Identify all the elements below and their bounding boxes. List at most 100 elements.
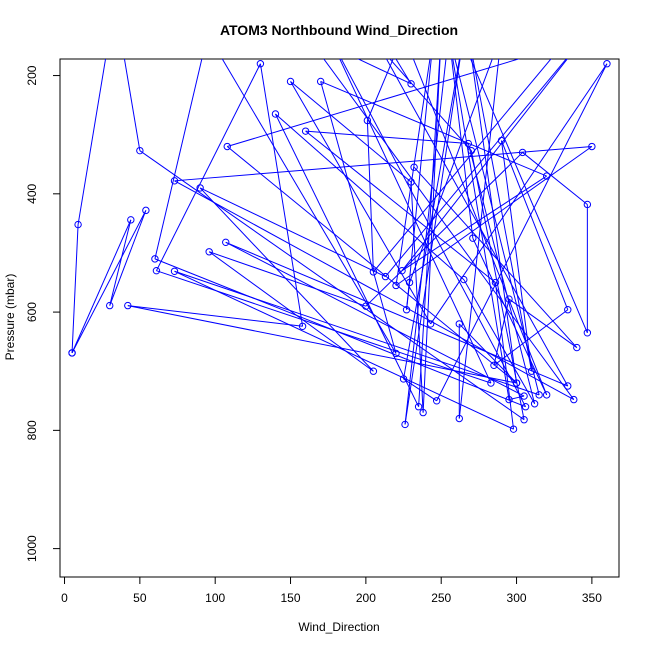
data-point — [74, 220, 82, 229]
data-point — [542, 391, 551, 399]
data-point — [136, 146, 144, 155]
series-points — [68, 60, 611, 433]
series-segment — [403, 59, 460, 379]
data-point — [573, 343, 581, 352]
x-axis: 0 50 100 150 200 250 300 350 — [61, 576, 602, 605]
data-point — [521, 402, 530, 411]
x-tick-label: 250 — [431, 591, 451, 605]
y-tick-label: 600 — [25, 302, 39, 322]
series-line — [71, 59, 608, 430]
data-point — [196, 184, 204, 192]
series-segment — [127, 305, 303, 327]
data-point — [151, 255, 159, 263]
series-segment — [221, 59, 397, 354]
series-segment — [208, 251, 374, 372]
series-segment — [471, 59, 518, 384]
series-segment — [458, 59, 500, 419]
data-point — [491, 278, 500, 287]
data-point — [363, 116, 372, 125]
data-point — [564, 306, 572, 314]
series-segment — [403, 378, 437, 402]
data-point — [432, 397, 441, 405]
data-point — [223, 142, 231, 151]
data-point — [520, 416, 528, 424]
data-point — [407, 178, 415, 186]
series-segment — [320, 81, 397, 354]
data-point — [583, 200, 592, 209]
series-segment — [501, 140, 569, 310]
series-segment — [500, 140, 533, 372]
x-tick-label: 200 — [356, 591, 376, 605]
series-segment — [290, 81, 432, 325]
data-point — [170, 267, 179, 275]
series-segment — [493, 298, 510, 366]
data-point — [530, 400, 539, 408]
data-point — [410, 163, 418, 171]
data-point — [520, 392, 528, 400]
series-segment — [340, 59, 527, 407]
data-point — [426, 320, 435, 328]
series-segment — [199, 187, 386, 278]
data-point — [127, 216, 135, 224]
series-segment — [71, 219, 132, 354]
data-point — [588, 142, 596, 151]
data-point — [509, 425, 518, 433]
series-segment — [418, 59, 441, 407]
series-segment — [154, 258, 526, 408]
data-point — [518, 148, 527, 157]
series-segment — [494, 282, 515, 430]
series-segment — [413, 166, 578, 348]
series-segment — [436, 63, 608, 402]
data-point — [392, 349, 400, 358]
data-point — [570, 395, 578, 404]
x-tick-label: 150 — [281, 591, 301, 605]
data-point — [497, 136, 506, 145]
series-segment — [404, 59, 447, 425]
data-point — [564, 382, 572, 390]
series-segment — [452, 59, 510, 400]
data-point — [68, 349, 76, 357]
data-point — [405, 278, 414, 287]
y-axis: 200 400 600 800 1000 — [25, 65, 61, 562]
series-segment — [109, 210, 147, 306]
data-point — [583, 329, 592, 337]
series-segment — [123, 59, 141, 151]
series-segment — [409, 59, 493, 283]
series-segment — [406, 59, 432, 310]
series-segment — [305, 130, 469, 145]
series-segment — [156, 270, 492, 384]
data-point — [286, 77, 295, 86]
data-point — [505, 395, 513, 404]
series-segment — [470, 59, 588, 333]
series-segment — [389, 59, 472, 151]
chart-title: ATOM3 Northbound Wind_Direction — [220, 22, 458, 38]
data-point — [527, 367, 536, 375]
data-point — [369, 268, 378, 276]
data-point — [392, 281, 400, 290]
series-segment — [155, 63, 261, 271]
series-segment — [451, 59, 474, 239]
series-segment — [366, 120, 374, 272]
data-point — [419, 408, 427, 417]
series-segment — [174, 270, 540, 396]
series-segment — [275, 113, 465, 280]
series-segment — [472, 237, 548, 396]
data-point — [399, 375, 408, 383]
data-point — [505, 295, 513, 303]
series-segment — [357, 59, 412, 85]
x-tick-label: 350 — [582, 591, 602, 605]
series-segment — [339, 59, 492, 384]
data-point — [256, 60, 265, 68]
data-point — [402, 306, 411, 314]
data-point — [469, 234, 477, 242]
data-point — [455, 320, 463, 328]
data-point — [106, 301, 114, 310]
data-point — [401, 420, 409, 429]
series-segment — [401, 59, 568, 272]
data-point — [170, 177, 179, 185]
data-point — [271, 110, 280, 118]
series-segment — [305, 130, 496, 283]
series-segment — [508, 395, 525, 401]
data-point — [512, 379, 521, 387]
